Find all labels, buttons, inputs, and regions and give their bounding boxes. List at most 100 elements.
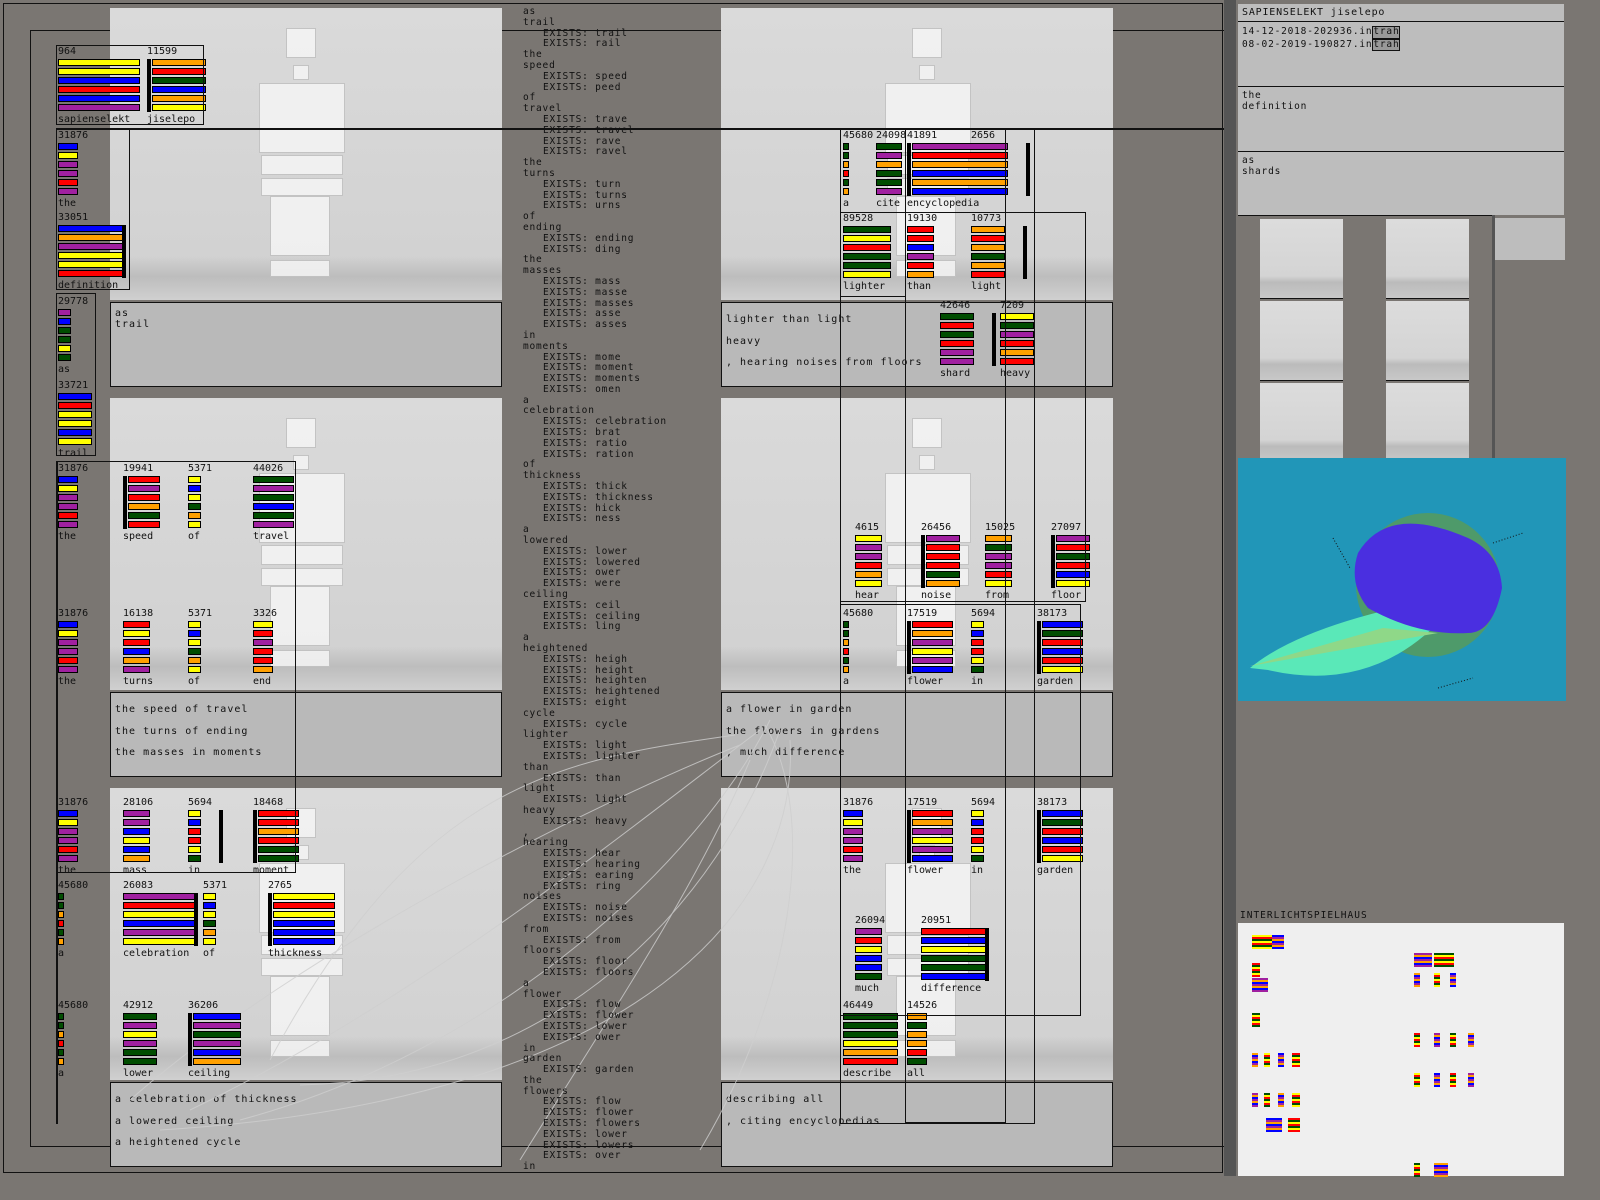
word-block[interactable]: 16138 turns [123, 608, 153, 687]
scrollbar-track[interactable] [1492, 215, 1495, 458]
word-block[interactable]: 33051 definition [58, 212, 126, 291]
word-block[interactable]: 28106 mass [123, 797, 153, 876]
word-block[interactable]: 2765 thickness [268, 880, 335, 959]
exists-line: EXISTS: flower [543, 1107, 635, 1119]
word-block[interactable]: 18468 moment [253, 797, 299, 876]
word-block[interactable]: 26456 noise [921, 522, 960, 601]
word-block[interactable]: 26083 celebration [123, 880, 198, 959]
word-block[interactable]: 17519 flower [907, 608, 953, 687]
word-block[interactable]: 31876 the [58, 797, 88, 876]
scene-render [110, 8, 502, 300]
word-block[interactable]: 4615 hear [855, 522, 882, 601]
color-bar [253, 621, 273, 628]
word-block[interactable]: 964 sapienselekt [58, 46, 140, 125]
word-block[interactable]: 38173 garden [1037, 608, 1083, 687]
word-block[interactable]: 19941 speed [123, 463, 160, 542]
color-bar [188, 512, 201, 519]
word-block[interactable]: 26094 much [855, 915, 885, 994]
color-bar [907, 1049, 927, 1056]
word-block[interactable]: 31876 the [58, 130, 88, 209]
color-bar [258, 855, 299, 862]
thumbnail[interactable] [1260, 219, 1343, 299]
thumbnail[interactable] [1260, 301, 1343, 381]
exists-line: EXISTS: brat [543, 427, 622, 439]
exists-line: EXISTS: lower [543, 545, 628, 557]
color-bar [152, 104, 206, 111]
word-block[interactable]: 5371 of [203, 880, 227, 959]
color-bar [188, 494, 201, 501]
word-block[interactable]: 29778 as [58, 296, 88, 375]
color-bar [58, 494, 78, 501]
curve [239, 719, 771, 1121]
word-block[interactable]: 15025 from [985, 522, 1015, 601]
word-block[interactable]: 27097 floor [1051, 522, 1090, 601]
word-frequency: 45680 [58, 1000, 89, 1011]
word-block[interactable]: 3326 end [253, 608, 277, 687]
word-block[interactable]: 17519 flower [907, 797, 953, 876]
word-block[interactable]: 19130 than [907, 213, 937, 292]
word-block[interactable]: 31876 the [58, 463, 88, 542]
color-bar [188, 485, 201, 492]
word-label: ceiling [188, 1068, 231, 1079]
word-label: travel [253, 531, 290, 542]
word-frequency: 7209 [1000, 300, 1025, 311]
word-frequency: 10773 [971, 213, 1002, 224]
color-bar [1000, 340, 1034, 347]
word-block[interactable]: 45680 a [58, 1000, 88, 1079]
color-bar [855, 544, 882, 551]
word-block[interactable]: 20951 difference [921, 915, 989, 994]
exists-line: EXISTS: light [543, 794, 628, 806]
thumbnail[interactable] [1260, 383, 1343, 463]
word-block[interactable]: 10773 light [971, 213, 1027, 292]
word-block[interactable]: 31876 the [843, 797, 873, 876]
word-block[interactable]: 42912 lower [123, 1000, 157, 1079]
word-block[interactable]: 45680 a [843, 608, 873, 687]
word-block[interactable]: 45680 a [58, 880, 88, 959]
thumbnail[interactable] [1386, 301, 1469, 381]
word-block[interactable]: 45680 a [843, 130, 873, 209]
word-block[interactable]: 33721 trail [58, 380, 92, 459]
color-bar [123, 920, 196, 927]
word-block[interactable]: 5694 in [188, 797, 223, 876]
word-block[interactable]: 41891 encyclopedia [907, 130, 1008, 209]
word-block[interactable]: 31876 the [58, 608, 88, 687]
word-block[interactable]: 46449 describe [843, 1000, 898, 1079]
word-block[interactable]: 7209 heavy [1000, 300, 1034, 379]
word-map[interactable] [1238, 923, 1564, 1177]
thumbnail[interactable] [1386, 383, 1469, 463]
edge-marker [1037, 621, 1041, 674]
word-block[interactable]: 42646 shard [940, 300, 996, 379]
word-block[interactable]: 14526 all [907, 1000, 937, 1079]
color-bar [876, 152, 902, 159]
color-bar [58, 161, 78, 168]
word-frequency: 42646 [940, 300, 971, 311]
word-frequency: 26094 [855, 915, 886, 926]
edge-marker [122, 225, 126, 278]
word-block[interactable]: 5694 in [971, 608, 995, 687]
word-block[interactable]: 5694 in [971, 797, 995, 876]
color-bar [188, 639, 201, 646]
word-block[interactable]: 5371 of [188, 608, 212, 687]
color-bar [188, 810, 201, 817]
figure-part [885, 83, 971, 153]
figure-part [261, 155, 343, 175]
3d-visualization[interactable] [1238, 458, 1566, 701]
word-block[interactable]: 36206 ceiling [188, 1000, 241, 1079]
word-block[interactable]: 44026 travel [253, 463, 294, 542]
word-block[interactable]: 5371 of [188, 463, 212, 542]
color-bar [876, 170, 902, 177]
word-frequency: 38173 [1037, 608, 1068, 619]
word-block[interactable]: 38173 garden [1037, 797, 1083, 876]
color-bar [843, 253, 891, 260]
word-block[interactable]: 89528 lighter [843, 213, 891, 292]
file-item[interactable]: 14-12-2018-202936.intrah [1242, 26, 1560, 39]
color-bar [203, 893, 216, 900]
file-item[interactable]: 08-02-2019-190827.intrah [1242, 38, 1560, 51]
shards-section: as shards [1238, 151, 1564, 215]
minimap-preview[interactable] [1495, 218, 1565, 260]
word-block[interactable]: 24098 cite [876, 130, 906, 209]
minimap-block [1434, 953, 1454, 967]
word-block[interactable]: 11599 jiselepo [147, 46, 206, 125]
word-block[interactable]: 2656 [971, 130, 1030, 199]
thumbnail[interactable] [1386, 219, 1469, 299]
